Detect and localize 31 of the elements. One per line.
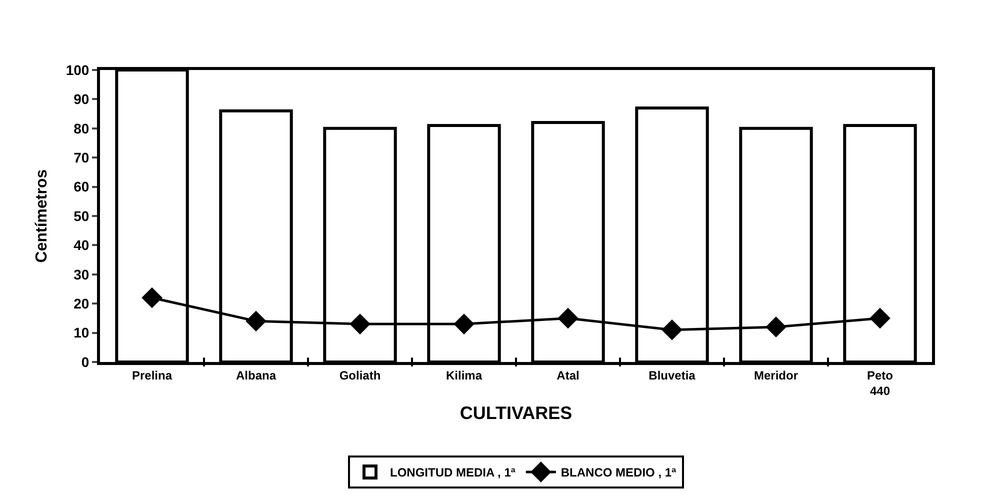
legend-label: BLANCO MEDIO , 1ª: [560, 466, 677, 480]
y-tick-label: 10: [74, 324, 90, 341]
x-tick-label: Bluvetia: [648, 368, 696, 382]
x-tick-label: Meridor: [754, 368, 798, 382]
y-tick-label: 50: [74, 208, 90, 224]
point: [870, 308, 890, 329]
point: [454, 314, 474, 334]
point: [766, 316, 786, 338]
y-tick-label: 40: [74, 237, 90, 254]
x-tick-label: Prelina: [132, 368, 172, 382]
y-tick-label: 80: [74, 120, 90, 136]
point: [662, 319, 682, 340]
point: [142, 287, 162, 308]
y-tick-label: 20: [74, 296, 90, 312]
x-tick-label: Albana: [236, 368, 276, 382]
x-tick-label: Peto 440: [866, 368, 894, 398]
legend-label: LONGITUD MEDIA , 1ª: [390, 466, 516, 480]
x-tick-label: Atal: [556, 368, 580, 382]
x-tick-label: Goliath: [339, 368, 381, 382]
point: [246, 310, 266, 332]
point: [558, 308, 578, 329]
y-tick-label: 90: [74, 91, 90, 108]
y-tick-label: 60: [74, 178, 90, 195]
y-tick-label: 0: [81, 354, 90, 370]
y-tick-label: 70: [74, 150, 90, 166]
y-tick-label: 100: [66, 62, 90, 78]
y-axis-title: Centímetros: [34, 169, 51, 263]
x-axis-title: CULTIVARES: [460, 403, 572, 424]
y-tick-label: 30: [74, 266, 90, 282]
x-tick-label: Kilima: [446, 368, 482, 382]
point: [350, 314, 370, 334]
